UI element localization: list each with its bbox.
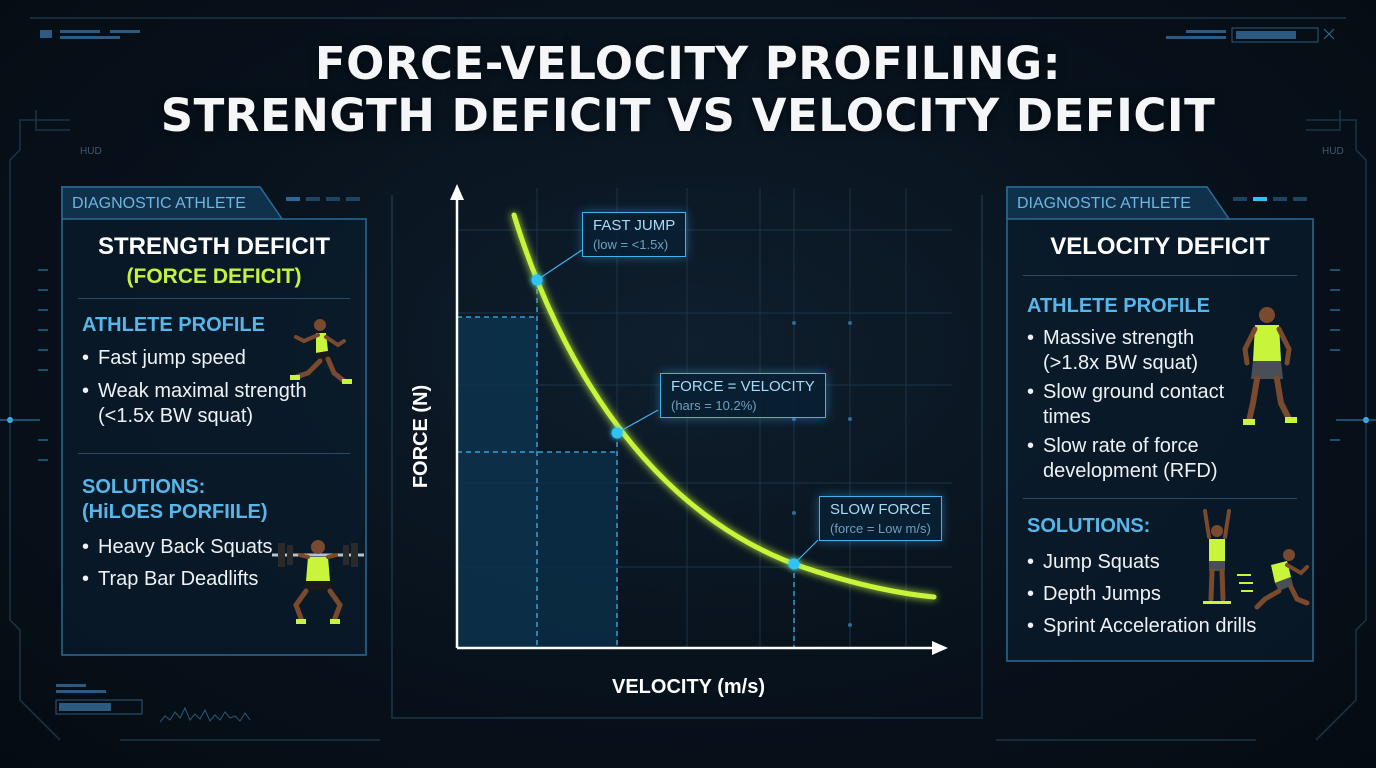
point-fast-jump xyxy=(531,274,543,286)
divider xyxy=(1023,275,1297,276)
connectors xyxy=(536,249,819,565)
profile-item: • Slow rate of force development (RFD) xyxy=(1027,435,1218,482)
divider xyxy=(1023,498,1297,499)
grid-dots xyxy=(792,321,852,627)
sprinter-icon xyxy=(290,319,352,384)
athlete-profile-heading: ATHLETE PROFILE xyxy=(1027,295,1210,317)
jump-athlete-icon xyxy=(1203,509,1231,604)
point-force-equals-velocity xyxy=(611,427,623,439)
panel-subheading: (FORCE DEFICIT) xyxy=(126,265,302,288)
profile-item: • Weak maximal strength (<1.5x BW squat) xyxy=(82,380,307,427)
y-axis-title: FORCE (N) xyxy=(410,384,433,489)
title-line-1: FORCE-VELOCITY PROFILING: xyxy=(314,37,1062,90)
projection-lines xyxy=(457,280,795,648)
callout-fast-jump: FAST JUMP (low = <1.5x) xyxy=(582,212,687,257)
divider xyxy=(78,298,350,299)
panel-tab-label: DIAGNOSTIC ATHLETE xyxy=(1017,195,1191,212)
divider xyxy=(78,453,350,454)
athlete-profile-heading: ATHLETE PROFILE xyxy=(82,314,265,336)
callout-force-equals-velocity: FORCE = VELOCITY (hars = 10.2%) xyxy=(660,373,826,418)
solution-item: • Sprint Acceleration drills xyxy=(1027,615,1257,637)
solution-item: • Heavy Back Squats xyxy=(82,536,273,558)
page-title: FORCE-VELOCITY PROFILING: STRENGTH DEFIC… xyxy=(0,38,1376,142)
standing-athlete-icon xyxy=(1242,307,1297,425)
squat-barbell-icon xyxy=(272,540,364,624)
profile-item: • Fast jump speed xyxy=(82,347,246,369)
force-velocity-curve xyxy=(511,212,937,600)
panel-heading: STRENGTH DEFICIT xyxy=(98,233,330,260)
hud-label-right: HUD xyxy=(1322,146,1344,157)
point-slow-force xyxy=(788,558,800,570)
strength-area xyxy=(457,317,537,648)
force-velocity-plot xyxy=(450,184,952,655)
solution-item: • Jump Squats xyxy=(1027,551,1160,573)
x-axis-title: VELOCITY (m/s) xyxy=(612,676,765,698)
panel-frame xyxy=(61,186,367,656)
strength-deficit-panel: DIAGNOSTIC ATHLETE STRENGTH DEFICIT (FOR… xyxy=(60,185,368,656)
force-velocity-chart: FORCE (N) VELOCITY (m/s) FAST JUMP (low … xyxy=(392,180,982,720)
solution-item: • Depth Jumps xyxy=(1027,583,1161,605)
panel-frame xyxy=(1006,186,1314,662)
panel-heading: VELOCITY DEFICIT xyxy=(1050,233,1270,260)
solutions-heading: SOLUTIONS: (HiLOES PORFIILE) xyxy=(82,476,268,523)
hud-label-left: HUD xyxy=(80,146,102,157)
callout-slow-force: SLOW FORCE (force = Low m/s) xyxy=(819,496,942,541)
profile-item: • Slow ground contact times xyxy=(1027,381,1225,428)
panel-tab-label: DIAGNOSTIC ATHLETE xyxy=(72,195,246,212)
velocity-deficit-panel: DIAGNOSTIC ATHLETE VELOCITY DEFICIT ATHL… xyxy=(1005,185,1315,662)
balanced-area xyxy=(537,452,617,648)
sprint-athlete-icon xyxy=(1237,549,1310,610)
profile-item: • Massive strength (>1.8x BW squat) xyxy=(1027,327,1199,374)
solutions-heading: SOLUTIONS: xyxy=(1027,515,1151,537)
axes xyxy=(450,184,948,655)
title-line-2: STRENGTH DEFICIT VS VELOCITY DEFICIT xyxy=(160,89,1216,142)
solution-item: • Trap Bar Deadlifts xyxy=(82,568,259,590)
